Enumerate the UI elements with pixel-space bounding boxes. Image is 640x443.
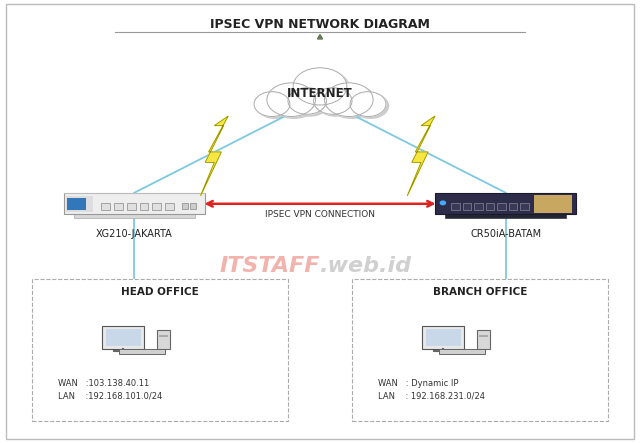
FancyBboxPatch shape [479,335,488,338]
Text: HEAD OFFICE: HEAD OFFICE [121,288,199,297]
FancyBboxPatch shape [486,203,494,210]
Circle shape [257,93,292,118]
FancyBboxPatch shape [140,203,148,210]
Circle shape [314,88,352,114]
Circle shape [291,89,329,116]
FancyBboxPatch shape [477,330,490,349]
Bar [352,279,608,421]
FancyBboxPatch shape [422,326,464,349]
FancyBboxPatch shape [119,350,165,354]
FancyBboxPatch shape [474,203,483,210]
Circle shape [293,68,347,105]
Circle shape [296,70,349,107]
Text: .web.id: .web.id [320,256,412,276]
FancyBboxPatch shape [101,203,110,210]
Circle shape [269,85,318,118]
Circle shape [288,88,326,114]
Circle shape [267,83,316,117]
Polygon shape [200,116,228,196]
FancyBboxPatch shape [534,195,572,213]
Text: INTERNET: INTERNET [287,87,353,101]
FancyBboxPatch shape [520,203,529,210]
FancyBboxPatch shape [152,203,161,210]
FancyBboxPatch shape [451,203,460,210]
Circle shape [316,89,355,116]
FancyBboxPatch shape [497,203,506,210]
FancyBboxPatch shape [157,330,170,349]
FancyBboxPatch shape [190,203,196,209]
Circle shape [254,92,290,117]
Text: LAN    :192.168.101.0/24: LAN :192.168.101.0/24 [58,392,162,401]
FancyBboxPatch shape [64,193,205,214]
FancyBboxPatch shape [127,203,136,210]
Polygon shape [317,35,323,39]
FancyBboxPatch shape [159,335,168,338]
Circle shape [327,85,376,118]
Text: IPSEC VPN CONNECTION: IPSEC VPN CONNECTION [265,210,375,219]
Circle shape [324,83,373,117]
Circle shape [440,201,445,205]
FancyBboxPatch shape [74,214,195,218]
FancyBboxPatch shape [435,193,576,214]
FancyBboxPatch shape [426,329,461,346]
FancyBboxPatch shape [165,203,174,210]
FancyBboxPatch shape [509,203,517,210]
Bar [32,279,288,421]
Text: IPSEC VPN NETWORK DIAGRAM: IPSEC VPN NETWORK DIAGRAM [210,18,430,31]
FancyBboxPatch shape [463,203,471,210]
Circle shape [353,93,388,118]
FancyBboxPatch shape [182,203,188,209]
FancyBboxPatch shape [102,326,144,349]
Text: WAN   : Dynamic IP: WAN : Dynamic IP [378,379,458,388]
Circle shape [350,92,386,117]
Text: ITSTAFF: ITSTAFF [220,256,320,276]
Text: XG210-JAKARTA: XG210-JAKARTA [96,229,173,240]
Text: WAN   :103.138.40.11: WAN :103.138.40.11 [58,379,149,388]
Text: CR50iA-BATAM: CR50iA-BATAM [470,229,541,240]
FancyBboxPatch shape [67,198,86,210]
FancyBboxPatch shape [106,329,141,346]
Polygon shape [407,116,435,196]
Text: LAN    : 192.168.231.0/24: LAN : 192.168.231.0/24 [378,392,484,401]
FancyBboxPatch shape [439,350,485,354]
FancyBboxPatch shape [114,203,123,210]
FancyBboxPatch shape [445,214,566,218]
FancyBboxPatch shape [66,196,93,212]
Text: BRANCH OFFICE: BRANCH OFFICE [433,288,527,297]
